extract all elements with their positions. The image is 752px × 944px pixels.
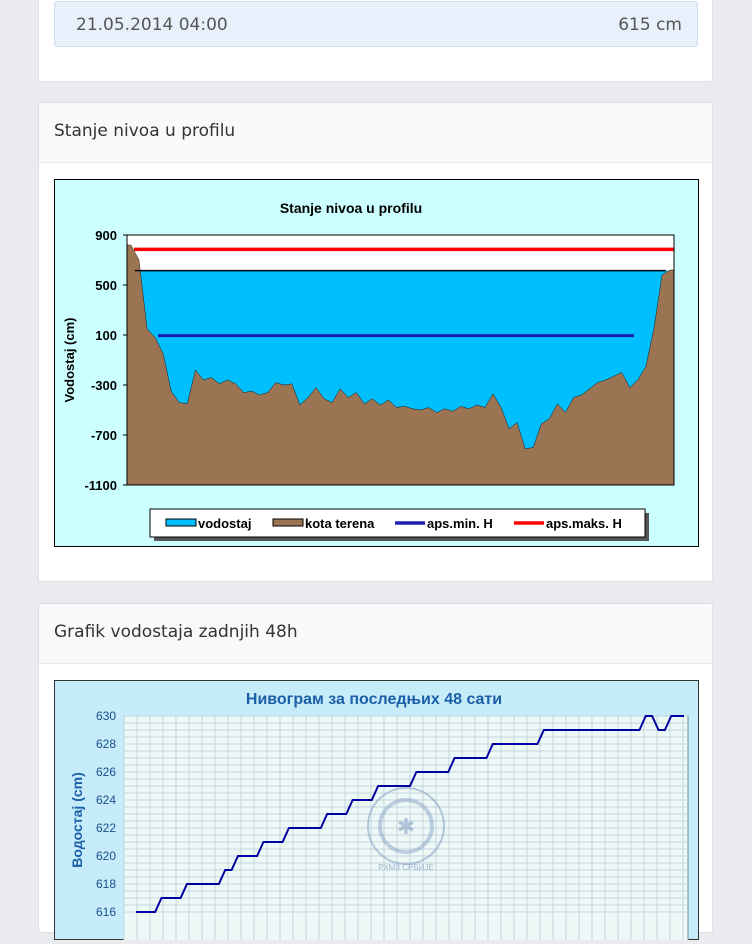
graph-card-header: Grafik vodostaja zadnjih 48h [39, 604, 712, 664]
y-axis-label: Водостај (cm) [69, 772, 85, 868]
watermark-text: РХМЗ СРБИЈЕ [378, 863, 433, 872]
y-tick-label: 626 [96, 765, 116, 779]
y-tick-label: 628 [96, 737, 116, 751]
chart-title: Нивограм за последњих 48 сати [246, 691, 502, 708]
y-tick-label: 100 [95, 328, 117, 343]
terrain-area [126, 244, 675, 486]
y-tick-label: 624 [96, 793, 116, 807]
y-tick-label: 616 [96, 905, 116, 919]
profile-card-title: Stanje nivoa u profilu [54, 121, 236, 141]
legend-swatch [165, 518, 197, 527]
graph-card-title: Grafik vodostaja zadnjih 48h [54, 622, 298, 642]
y-tick-label: 630 [96, 709, 116, 723]
y-tick-label: -300 [91, 378, 117, 393]
watermark-logo-ring [367, 787, 445, 865]
hydrograph-chart: Нивограм за последњих 48 сати ✱ РХМЗ СРБИЈ… [54, 680, 699, 944]
legend-swatch [272, 518, 304, 527]
y-tick-label: 900 [95, 228, 117, 243]
profile-card: Stanje nivoa u profilu Stanje nivoa u pr… [38, 102, 713, 582]
hydrograph-chart-svg: Нивограм за последњих 48 сати ✱ РХМЗ СРБИЈ… [54, 680, 699, 944]
plot-area [123, 715, 689, 944]
legend-label: aps.maks. H [546, 516, 622, 531]
legend-label: kota terena [305, 516, 375, 531]
legend-label: aps.min. H [427, 516, 493, 531]
watermark-logo-inner [378, 798, 434, 854]
profile-card-header: Stanje nivoa u profilu [39, 103, 712, 163]
graph-card: Grafik vodostaja zadnjih 48h Нивограм за… [38, 603, 713, 944]
watermark-star-icon: ✱ [397, 814, 415, 839]
chart-title: Stanje nivoa u profilu [280, 200, 422, 216]
y-tick-label: -700 [91, 428, 117, 443]
current-level-card: 21.05.2014 04:00 615 cm [38, 0, 713, 82]
reading-value: 615 cm [618, 15, 682, 35]
profile-chart-svg: Stanje nivoa u profilu 900 500 100 -300 -700 -… [54, 179, 699, 547]
current-reading-box: 21.05.2014 04:00 615 cm [54, 1, 698, 47]
plot-border [126, 234, 675, 486]
legend-label: vodostaj [198, 516, 251, 531]
profile-chart: Stanje nivoa u profilu 900 500 100 -300 -700 -… [54, 179, 699, 547]
hydrograph-line [136, 715, 684, 913]
y-axis-label: Vodostaj (cm) [62, 318, 77, 403]
y-tick-label: 620 [96, 849, 116, 863]
reading-datetime: 21.05.2014 04:00 [76, 15, 228, 35]
y-tick-label: 622 [96, 821, 116, 835]
y-tick-label: 500 [95, 278, 117, 293]
y-tick-label: -1100 [84, 478, 117, 493]
y-tick-label: 618 [96, 877, 116, 891]
